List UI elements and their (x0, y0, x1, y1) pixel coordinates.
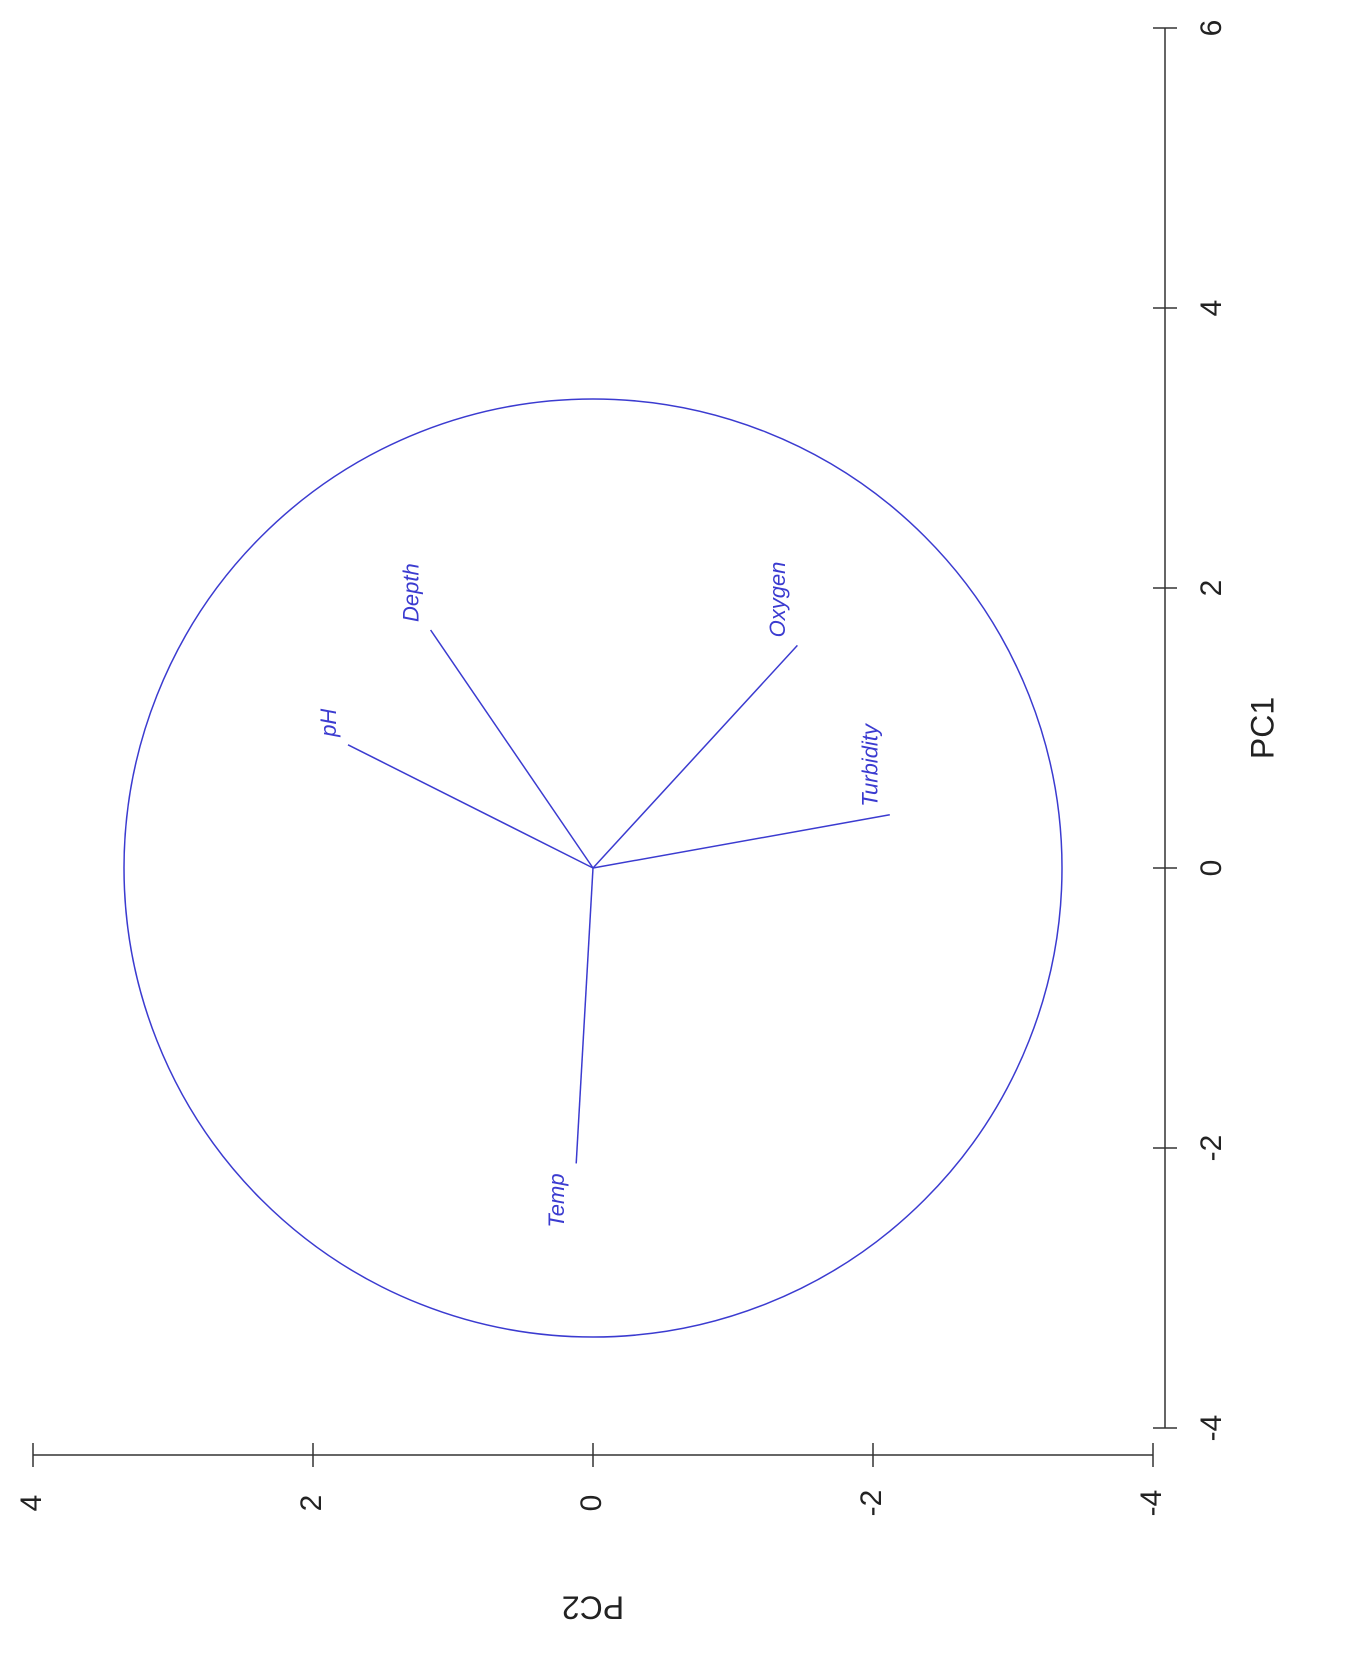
loading-vector (347, 744, 594, 869)
y-tick-label: 4 (15, 1495, 48, 1512)
x-tick-label: -4 (1195, 1415, 1228, 1442)
variable-label: pH (316, 709, 341, 738)
loading-vector (429, 629, 594, 869)
y-axis-title: PC2 (562, 1590, 624, 1626)
variable-label: Oxygen (765, 562, 790, 638)
x-axis-title: PC1 (1244, 697, 1280, 759)
variable-label: Turbidity (858, 722, 883, 807)
x-tick-label: -2 (1195, 1135, 1228, 1162)
x-tick-label: 2 (1195, 580, 1228, 597)
correlation-circle (123, 398, 1063, 1338)
variable-label: Depth (398, 563, 423, 622)
x-tick-label: 4 (1195, 300, 1228, 317)
loading-vector (592, 644, 798, 869)
loading-vector (592, 814, 890, 869)
x-tick-label: 6 (1195, 20, 1228, 37)
y-tick-label: -2 (855, 1490, 888, 1517)
x-tick-label: 0 (1195, 860, 1228, 877)
y-tick-label: 0 (575, 1495, 608, 1512)
variable-label: Temp (544, 1173, 569, 1227)
y-tick-label: -4 (1135, 1490, 1168, 1517)
y-tick-label: 2 (295, 1495, 328, 1512)
loading-vector (575, 867, 594, 1164)
